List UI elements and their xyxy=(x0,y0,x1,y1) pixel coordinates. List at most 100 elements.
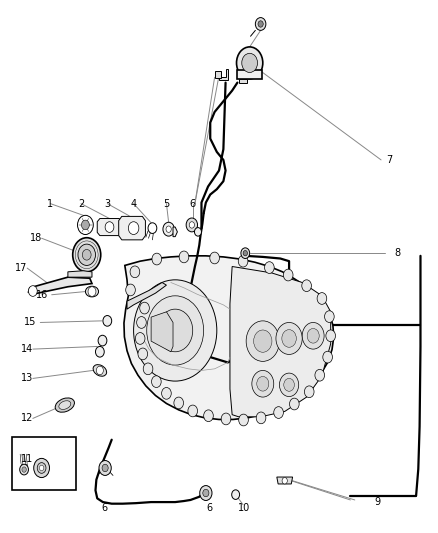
Circle shape xyxy=(128,222,139,235)
Circle shape xyxy=(78,244,95,265)
Circle shape xyxy=(158,309,193,352)
Polygon shape xyxy=(230,266,331,417)
Circle shape xyxy=(282,329,296,348)
Polygon shape xyxy=(124,256,334,419)
Circle shape xyxy=(307,328,319,343)
Circle shape xyxy=(135,333,145,344)
Circle shape xyxy=(257,376,269,391)
Polygon shape xyxy=(215,71,221,78)
Circle shape xyxy=(304,386,314,398)
Polygon shape xyxy=(173,227,177,237)
Circle shape xyxy=(282,478,287,484)
Circle shape xyxy=(265,262,274,273)
Circle shape xyxy=(283,269,293,281)
Text: 18: 18 xyxy=(30,233,42,243)
Circle shape xyxy=(210,252,219,264)
Circle shape xyxy=(81,220,89,230)
Ellipse shape xyxy=(59,401,71,409)
Circle shape xyxy=(317,293,327,304)
Circle shape xyxy=(88,287,96,296)
Text: 5: 5 xyxy=(163,199,170,208)
Circle shape xyxy=(96,366,103,375)
Circle shape xyxy=(103,316,112,326)
Circle shape xyxy=(78,215,93,235)
Circle shape xyxy=(284,378,294,391)
Text: 6: 6 xyxy=(190,199,196,208)
Circle shape xyxy=(134,280,217,381)
Circle shape xyxy=(246,321,279,361)
Circle shape xyxy=(162,387,171,399)
Text: 7: 7 xyxy=(386,155,392,165)
Text: 11: 11 xyxy=(21,455,33,464)
Text: 17: 17 xyxy=(15,263,27,273)
Circle shape xyxy=(239,414,248,426)
Circle shape xyxy=(105,222,114,232)
Circle shape xyxy=(82,249,91,260)
Text: 12: 12 xyxy=(21,414,33,423)
Circle shape xyxy=(152,376,161,387)
Circle shape xyxy=(302,280,311,292)
Circle shape xyxy=(290,398,299,410)
Circle shape xyxy=(20,464,28,475)
Circle shape xyxy=(95,346,104,357)
Circle shape xyxy=(221,413,231,425)
Circle shape xyxy=(73,238,101,272)
Circle shape xyxy=(186,218,198,232)
Circle shape xyxy=(102,464,108,472)
Text: 4: 4 xyxy=(131,199,137,208)
Circle shape xyxy=(174,397,184,409)
Circle shape xyxy=(166,226,171,232)
Circle shape xyxy=(243,251,247,256)
Ellipse shape xyxy=(85,286,99,297)
Circle shape xyxy=(39,465,44,471)
Circle shape xyxy=(137,317,146,328)
Text: 14: 14 xyxy=(21,344,33,354)
Polygon shape xyxy=(219,69,228,80)
Circle shape xyxy=(204,410,213,422)
Circle shape xyxy=(126,284,135,296)
Circle shape xyxy=(326,330,336,342)
Circle shape xyxy=(258,21,263,27)
Circle shape xyxy=(254,330,272,352)
Circle shape xyxy=(130,266,140,278)
Polygon shape xyxy=(237,70,262,79)
Circle shape xyxy=(315,369,325,381)
Polygon shape xyxy=(277,477,293,484)
Circle shape xyxy=(255,18,266,30)
Circle shape xyxy=(148,223,157,233)
Circle shape xyxy=(325,311,334,322)
Text: 15: 15 xyxy=(24,318,36,327)
Circle shape xyxy=(238,255,248,267)
Circle shape xyxy=(274,407,283,418)
Circle shape xyxy=(28,286,37,296)
Circle shape xyxy=(98,335,107,346)
Circle shape xyxy=(147,296,204,365)
Polygon shape xyxy=(119,216,145,240)
Circle shape xyxy=(140,302,149,314)
Circle shape xyxy=(189,222,194,228)
Circle shape xyxy=(232,490,240,499)
Polygon shape xyxy=(28,277,92,294)
Bar xyxy=(12,437,76,490)
Text: 6: 6 xyxy=(101,504,107,513)
Circle shape xyxy=(302,322,324,349)
Circle shape xyxy=(179,251,189,263)
Circle shape xyxy=(276,322,302,354)
Circle shape xyxy=(256,412,266,424)
Circle shape xyxy=(237,47,263,79)
Circle shape xyxy=(242,53,258,72)
Text: 10: 10 xyxy=(238,504,251,513)
Text: 2: 2 xyxy=(78,199,84,208)
Text: 8: 8 xyxy=(395,248,401,258)
Circle shape xyxy=(99,461,111,475)
Circle shape xyxy=(323,351,332,363)
Circle shape xyxy=(194,228,201,236)
Polygon shape xyxy=(239,79,247,83)
Polygon shape xyxy=(21,464,27,466)
Polygon shape xyxy=(151,312,173,352)
Circle shape xyxy=(163,222,174,236)
Circle shape xyxy=(152,253,162,265)
Text: 16: 16 xyxy=(35,290,48,300)
Circle shape xyxy=(34,458,49,478)
Polygon shape xyxy=(97,219,122,236)
